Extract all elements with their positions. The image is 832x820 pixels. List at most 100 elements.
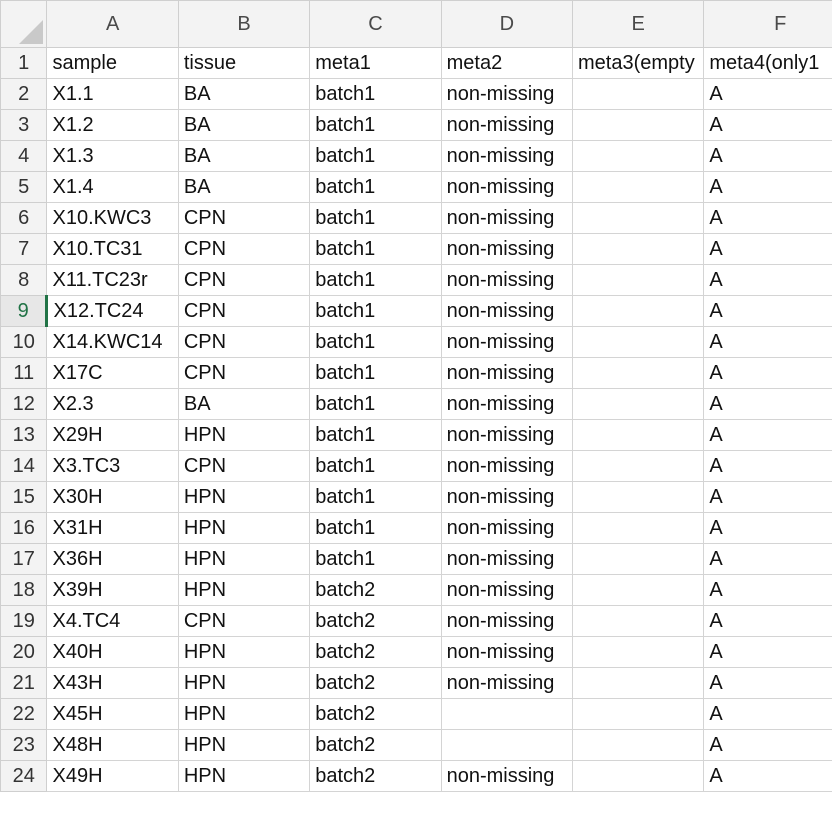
cell-e12[interactable] bbox=[571, 388, 705, 420]
cell-a6[interactable]: X10.KWC3 bbox=[46, 202, 179, 234]
cell-e7[interactable] bbox=[571, 233, 705, 265]
cell-e2[interactable] bbox=[571, 78, 705, 110]
cell-f24[interactable]: A bbox=[703, 760, 832, 792]
cell-c18[interactable]: batch2 bbox=[309, 574, 442, 606]
cell-b21[interactable]: HPN bbox=[177, 667, 311, 699]
cell-d4[interactable]: non-missing bbox=[440, 140, 573, 172]
row-header[interactable]: 18 bbox=[0, 574, 48, 606]
cell-b1[interactable]: tissue bbox=[177, 47, 311, 79]
cell-d23[interactable] bbox=[440, 729, 573, 761]
cell-a16[interactable]: X31H bbox=[46, 512, 179, 544]
cell-a24[interactable]: X49H bbox=[46, 760, 179, 792]
row-header[interactable]: 5 bbox=[0, 171, 48, 203]
cell-b3[interactable]: BA bbox=[177, 109, 311, 141]
cell-b2[interactable]: BA bbox=[177, 78, 311, 110]
cell-d21[interactable]: non-missing bbox=[440, 667, 573, 699]
cell-b7[interactable]: CPN bbox=[177, 233, 311, 265]
cell-f4[interactable]: A bbox=[703, 140, 832, 172]
row-header[interactable]: 15 bbox=[0, 481, 48, 513]
cell-d6[interactable]: non-missing bbox=[440, 202, 573, 234]
cell-b19[interactable]: CPN bbox=[177, 605, 311, 637]
cell-c6[interactable]: batch1 bbox=[309, 202, 442, 234]
cell-f20[interactable]: A bbox=[703, 636, 832, 668]
cell-c19[interactable]: batch2 bbox=[309, 605, 442, 637]
column-header-d[interactable]: D bbox=[440, 0, 573, 48]
row-header[interactable]: 20 bbox=[0, 636, 48, 668]
cell-d17[interactable]: non-missing bbox=[440, 543, 573, 575]
cell-c4[interactable]: batch1 bbox=[309, 140, 442, 172]
row-header[interactable]: 8 bbox=[0, 264, 48, 296]
cell-e21[interactable] bbox=[571, 667, 705, 699]
row-header[interactable]: 6 bbox=[0, 202, 48, 234]
row-header[interactable]: 12 bbox=[0, 388, 48, 420]
cell-d11[interactable]: non-missing bbox=[440, 357, 573, 389]
row-header[interactable]: 14 bbox=[0, 450, 48, 482]
cell-d10[interactable]: non-missing bbox=[440, 326, 573, 358]
cell-d22[interactable] bbox=[440, 698, 573, 730]
cell-f22[interactable]: A bbox=[703, 698, 832, 730]
cell-c15[interactable]: batch1 bbox=[309, 481, 442, 513]
cell-a10[interactable]: X14.KWC14 bbox=[46, 326, 179, 358]
cell-d20[interactable]: non-missing bbox=[440, 636, 573, 668]
cell-c20[interactable]: batch2 bbox=[309, 636, 442, 668]
cell-c2[interactable]: batch1 bbox=[309, 78, 442, 110]
cell-c14[interactable]: batch1 bbox=[309, 450, 442, 482]
cell-d16[interactable]: non-missing bbox=[440, 512, 573, 544]
cell-c12[interactable]: batch1 bbox=[309, 388, 442, 420]
cell-b10[interactable]: CPN bbox=[177, 326, 311, 358]
cell-e17[interactable] bbox=[571, 543, 705, 575]
cell-b12[interactable]: BA bbox=[177, 388, 311, 420]
cell-c7[interactable]: batch1 bbox=[309, 233, 442, 265]
select-all-corner[interactable] bbox=[0, 0, 48, 48]
cell-f7[interactable]: A bbox=[703, 233, 832, 265]
cell-c16[interactable]: batch1 bbox=[309, 512, 442, 544]
cell-b6[interactable]: CPN bbox=[177, 202, 311, 234]
cell-c13[interactable]: batch1 bbox=[309, 419, 442, 451]
cell-f11[interactable]: A bbox=[703, 357, 832, 389]
row-header[interactable]: 3 bbox=[0, 109, 48, 141]
cell-e3[interactable] bbox=[571, 109, 705, 141]
cell-d24[interactable]: non-missing bbox=[440, 760, 573, 792]
cell-a3[interactable]: X1.2 bbox=[46, 109, 179, 141]
row-header[interactable]: 7 bbox=[0, 233, 48, 265]
cell-e1[interactable]: meta3(empty bbox=[571, 47, 705, 79]
cell-b4[interactable]: BA bbox=[177, 140, 311, 172]
cell-a12[interactable]: X2.3 bbox=[46, 388, 179, 420]
cell-e14[interactable] bbox=[571, 450, 705, 482]
cell-f10[interactable]: A bbox=[703, 326, 832, 358]
cell-d1[interactable]: meta2 bbox=[440, 47, 573, 79]
cell-d3[interactable]: non-missing bbox=[440, 109, 573, 141]
cell-a7[interactable]: X10.TC31 bbox=[46, 233, 179, 265]
row-header[interactable]: 13 bbox=[0, 419, 48, 451]
cell-f8[interactable]: A bbox=[703, 264, 832, 296]
cell-b23[interactable]: HPN bbox=[177, 729, 311, 761]
cell-b18[interactable]: HPN bbox=[177, 574, 311, 606]
cell-e4[interactable] bbox=[571, 140, 705, 172]
cell-f2[interactable]: A bbox=[703, 78, 832, 110]
cell-f18[interactable]: A bbox=[703, 574, 832, 606]
cell-e8[interactable] bbox=[571, 264, 705, 296]
column-header-b[interactable]: B bbox=[177, 0, 311, 48]
cell-d13[interactable]: non-missing bbox=[440, 419, 573, 451]
column-header-c[interactable]: C bbox=[309, 0, 442, 48]
cell-f9[interactable]: A bbox=[703, 295, 832, 327]
cell-c1[interactable]: meta1 bbox=[309, 47, 442, 79]
cell-f5[interactable]: A bbox=[703, 171, 832, 203]
cell-f23[interactable]: A bbox=[703, 729, 832, 761]
cell-f1[interactable]: meta4(only1 bbox=[703, 47, 832, 79]
cell-b16[interactable]: HPN bbox=[177, 512, 311, 544]
cell-f15[interactable]: A bbox=[703, 481, 832, 513]
column-header-e[interactable]: E bbox=[571, 0, 705, 48]
column-header-f[interactable]: F bbox=[703, 0, 832, 48]
cell-c23[interactable]: batch2 bbox=[309, 729, 442, 761]
cell-b11[interactable]: CPN bbox=[177, 357, 311, 389]
row-header[interactable]: 10 bbox=[0, 326, 48, 358]
cell-d14[interactable]: non-missing bbox=[440, 450, 573, 482]
cell-d12[interactable]: non-missing bbox=[440, 388, 573, 420]
cell-a19[interactable]: X4.TC4 bbox=[46, 605, 179, 637]
row-header[interactable]: 22 bbox=[0, 698, 48, 730]
cell-b14[interactable]: CPN bbox=[177, 450, 311, 482]
cell-f3[interactable]: A bbox=[703, 109, 832, 141]
cell-d19[interactable]: non-missing bbox=[440, 605, 573, 637]
row-header[interactable]: 11 bbox=[0, 357, 48, 389]
